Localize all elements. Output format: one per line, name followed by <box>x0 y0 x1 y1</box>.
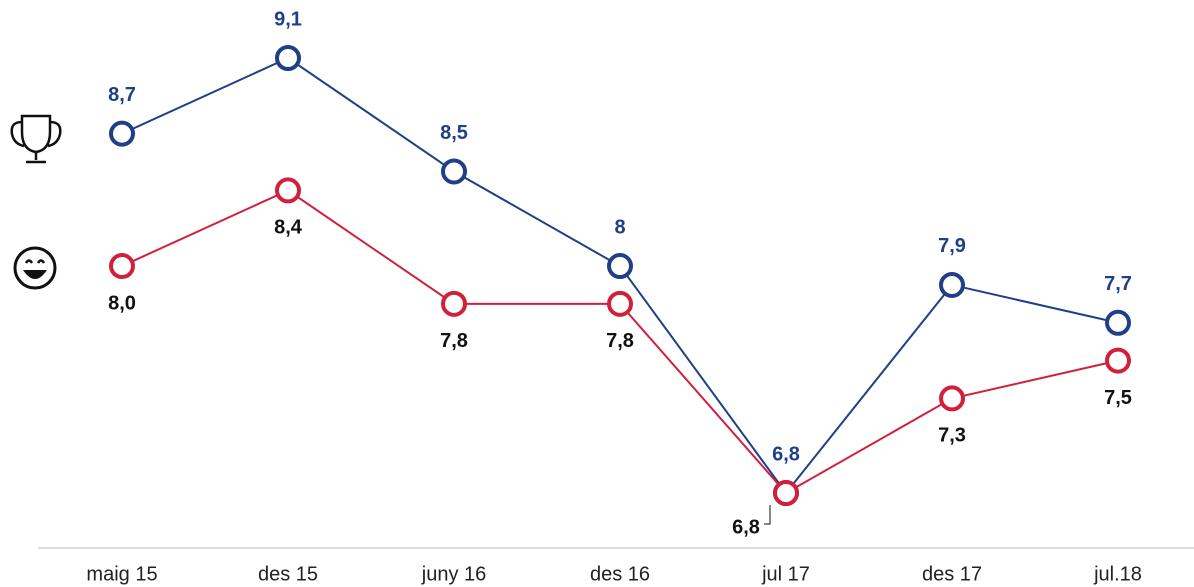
point <box>939 385 965 412</box>
value-label: 8,5 <box>440 122 468 144</box>
value-label: 7,8 <box>440 330 468 352</box>
value-label: 8,0 <box>108 292 136 314</box>
x-tick-label: juny 16 <box>421 563 487 585</box>
value-label: 7,5 <box>1104 387 1132 409</box>
value-label: 7,8 <box>606 330 634 352</box>
value-label: 6,8 <box>772 443 800 465</box>
value-label: 8 <box>614 216 625 238</box>
point <box>441 158 467 185</box>
point <box>773 480 799 506</box>
x-tick-label: des 15 <box>258 563 318 585</box>
x-tick-label: jul.18 <box>1093 563 1142 585</box>
value-label: 7,7 <box>1104 273 1132 295</box>
point <box>275 45 301 71</box>
point <box>109 120 135 147</box>
point <box>109 253 135 280</box>
x-tick-label: jul 17 <box>761 563 810 585</box>
point <box>607 253 633 280</box>
point <box>607 290 633 317</box>
point <box>939 271 965 298</box>
value-label: 8,7 <box>108 84 136 106</box>
point <box>441 290 467 317</box>
point <box>275 177 301 204</box>
point <box>1105 309 1131 336</box>
value-label: 7,9 <box>938 235 966 257</box>
value-label: 9,1 <box>274 8 302 30</box>
value-label: 8,4 <box>274 217 303 239</box>
x-tick-label: des 17 <box>922 563 982 585</box>
value-label: 6,8 <box>732 516 760 538</box>
x-tick-label: maig 15 <box>86 563 157 585</box>
point <box>1105 347 1131 374</box>
trophy-icon <box>10 114 62 164</box>
value-label: 7,3 <box>938 425 966 447</box>
smiley-icon <box>13 246 57 290</box>
leader-line <box>764 505 771 525</box>
x-tick-label: des 16 <box>590 563 650 585</box>
